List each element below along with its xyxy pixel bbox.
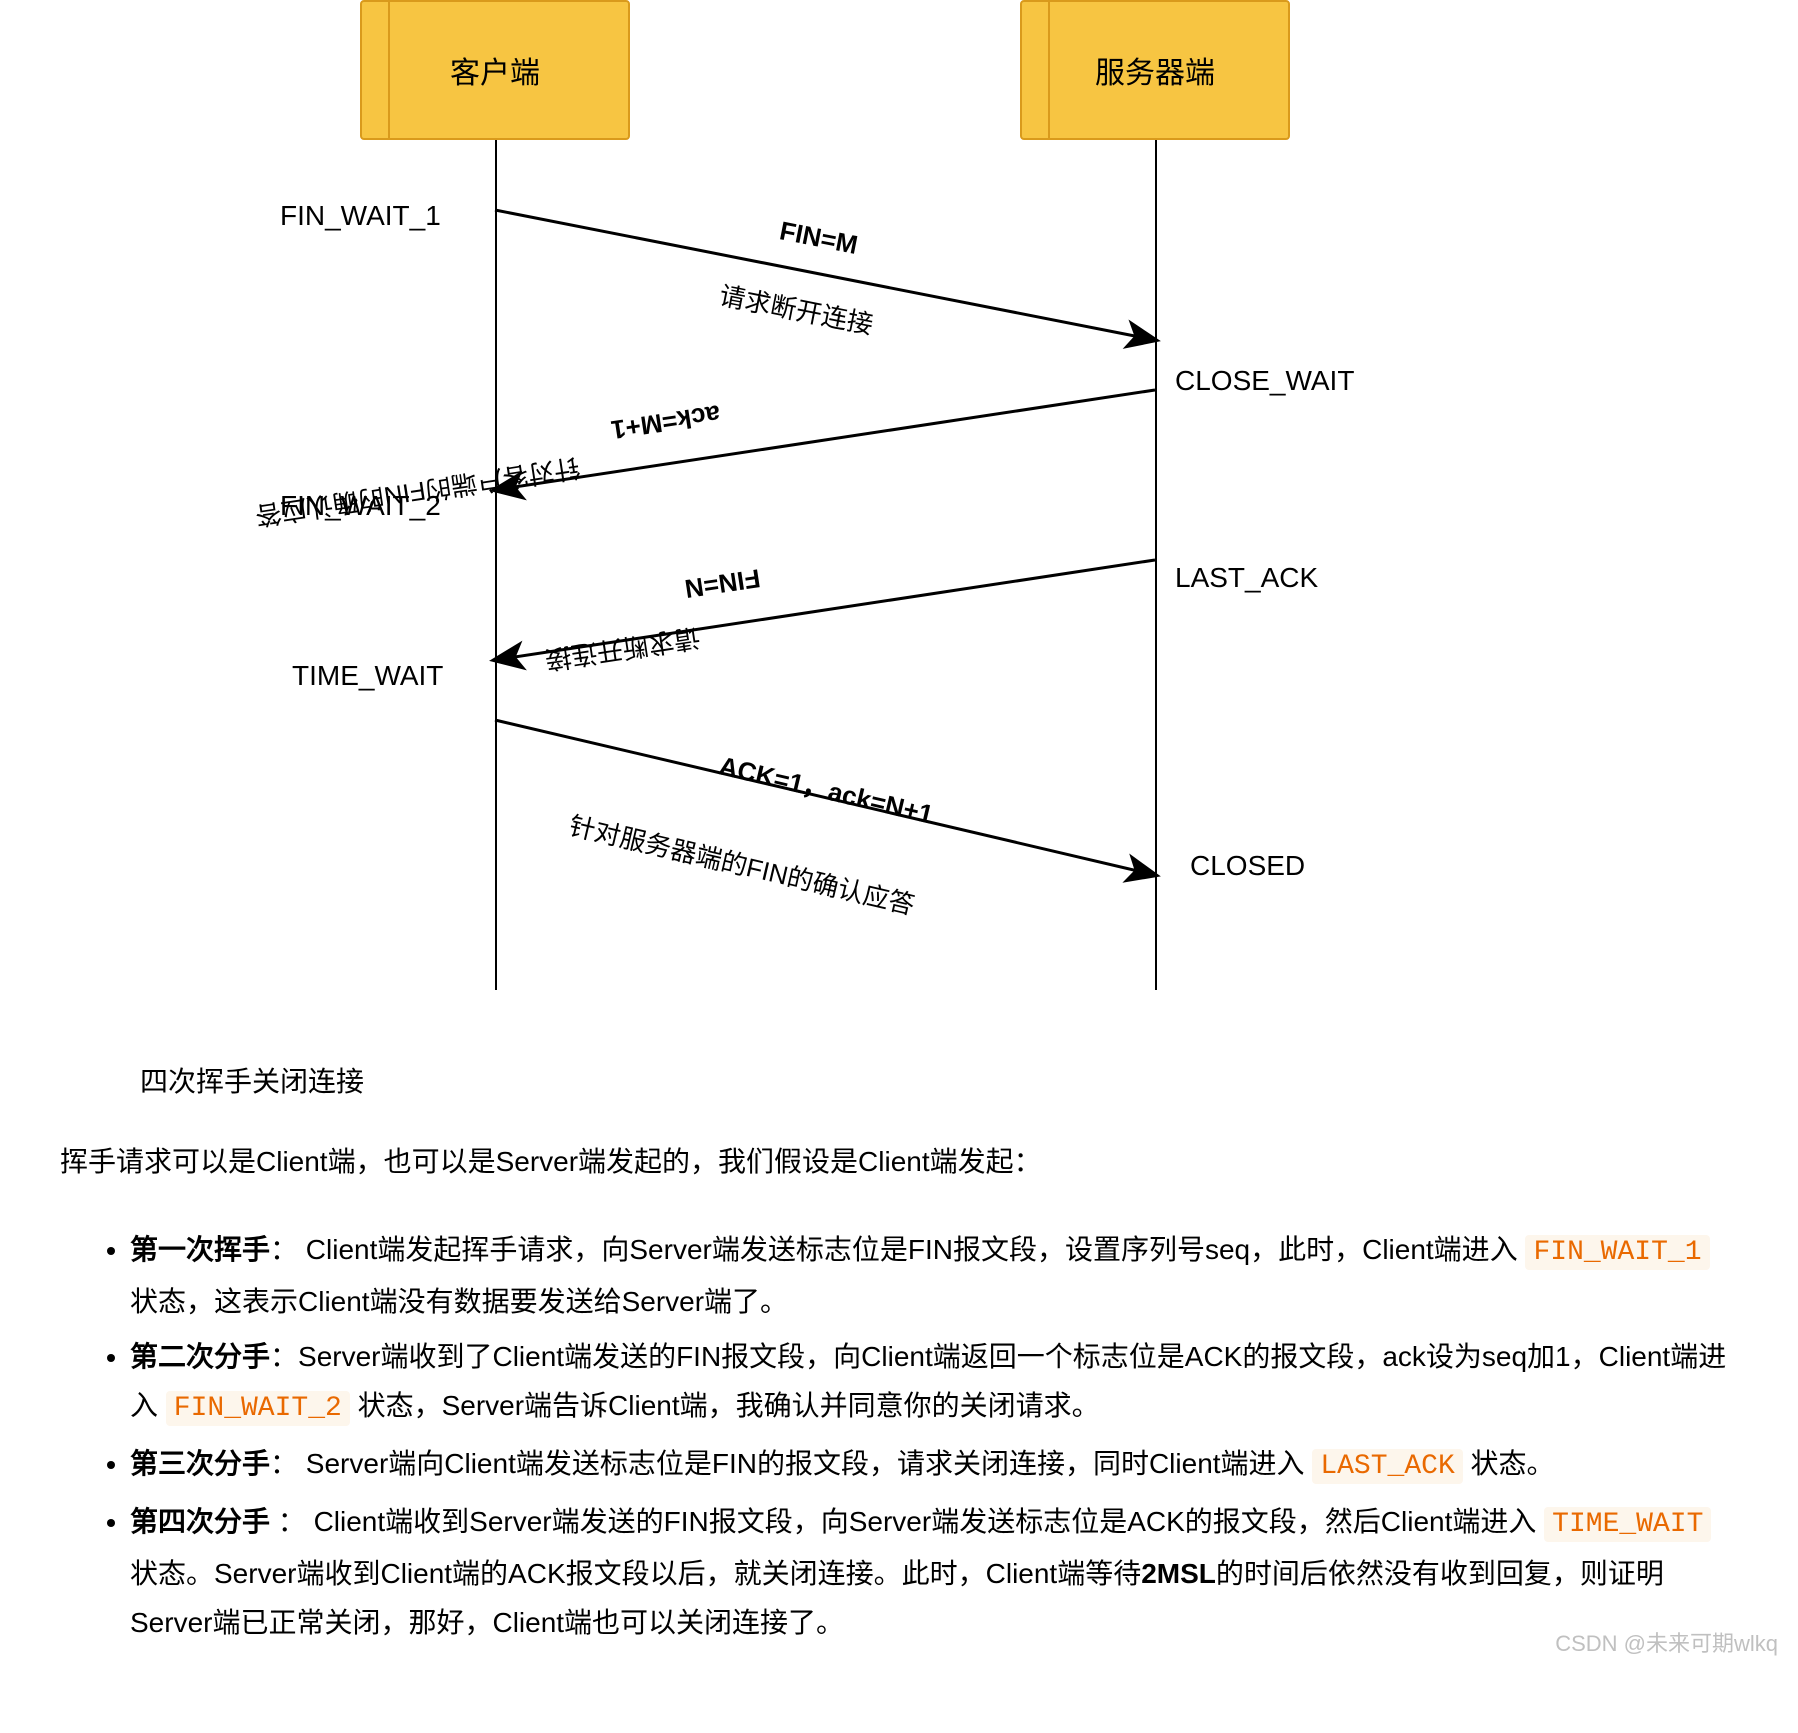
step-item: 第四次分手 ： Client端收到Server端发送的FIN报文段，向Serve… <box>130 1497 1738 1647</box>
diagram-caption: 四次挥手关闭连接 <box>140 1060 1738 1100</box>
step-title: 第三次分手 <box>130 1448 270 1479</box>
state-code: LAST_ACK <box>1312 1449 1462 1484</box>
step-title: 第四次分手 <box>130 1506 270 1537</box>
state-code: FIN_WAIT_2 <box>166 1391 350 1426</box>
step-bold-inline: 2MSL <box>1141 1558 1216 1589</box>
arrow-ack-m1 <box>495 390 1155 490</box>
step-title: 第二次分手 <box>130 1341 270 1372</box>
step-item: 第一次挥手： Client端发起挥手请求，向Server端发送标志位是FIN报文… <box>130 1225 1738 1326</box>
step-title: 第一次挥手 <box>130 1234 270 1265</box>
step-item: 第三次分手： Server端向Client端发送标志位是FIN的报文段，请求关闭… <box>130 1439 1738 1491</box>
handshake-steps-list: 第一次挥手： Client端发起挥手请求，向Server端发送标志位是FIN报文… <box>60 1225 1738 1647</box>
watermark: CSDN @未来可期wlkq <box>1555 1626 1778 1658</box>
state-code: TIME_WAIT <box>1544 1507 1711 1542</box>
tcp-four-way-handshake-diagram: 客户端 服务器端 FIN_WAIT_1 CLOSE_WAIT FIN_WAIT_… <box>60 0 1738 1000</box>
intro-paragraph: 挥手请求可以是Client端，也可以是Server端发起的，我们假设是Clien… <box>60 1140 1738 1185</box>
step-item: 第二次分手：Server端收到了Client端发送的FIN报文段，向Client… <box>130 1332 1738 1433</box>
state-code: FIN_WAIT_1 <box>1525 1235 1709 1270</box>
